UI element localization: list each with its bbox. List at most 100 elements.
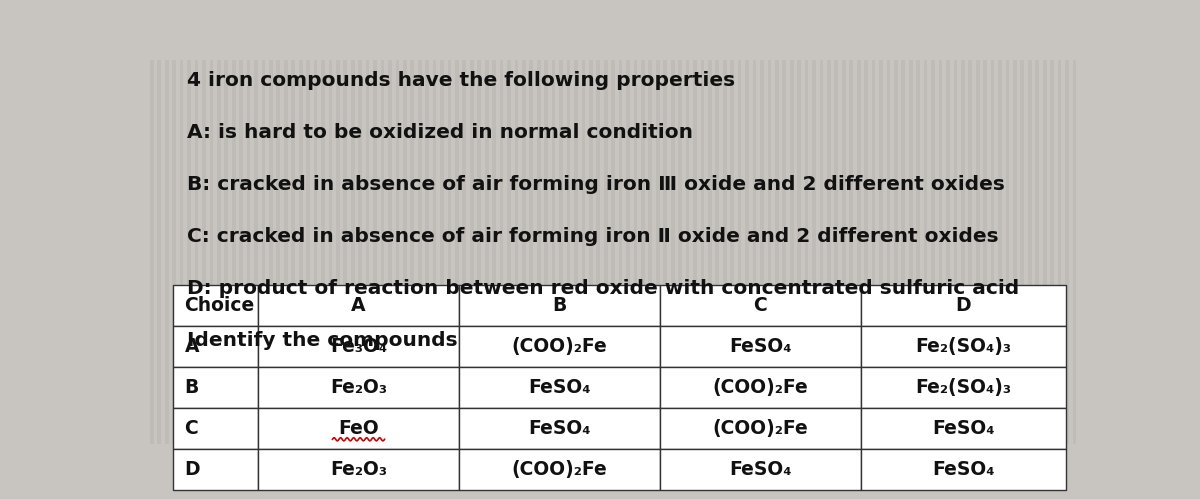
Bar: [954, 60, 958, 444]
Bar: [210, 60, 214, 444]
Bar: [660, 367, 860, 408]
Bar: [336, 60, 340, 444]
Bar: [545, 60, 548, 444]
Bar: [850, 60, 853, 444]
Bar: [448, 60, 451, 444]
Bar: [857, 60, 860, 444]
Bar: [860, 449, 1066, 490]
Bar: [626, 60, 630, 444]
Bar: [641, 60, 644, 444]
Bar: [864, 60, 868, 444]
Bar: [322, 60, 325, 444]
Bar: [458, 326, 660, 367]
Text: A: A: [185, 337, 199, 356]
Bar: [752, 60, 756, 444]
Text: FeO: FeO: [338, 419, 379, 438]
Bar: [991, 60, 995, 444]
Bar: [917, 60, 920, 444]
Bar: [359, 60, 362, 444]
Text: C: C: [754, 296, 767, 315]
Bar: [343, 60, 347, 444]
Text: Fe₂O₃: Fe₂O₃: [330, 460, 388, 479]
Bar: [232, 60, 235, 444]
Bar: [373, 60, 377, 444]
Bar: [292, 60, 295, 444]
Bar: [180, 60, 184, 444]
Bar: [678, 60, 682, 444]
Text: Choice: Choice: [185, 296, 254, 315]
Bar: [485, 60, 488, 444]
Bar: [596, 60, 600, 444]
Bar: [880, 60, 883, 444]
Bar: [284, 60, 288, 444]
Bar: [552, 60, 556, 444]
Bar: [458, 408, 660, 449]
Bar: [860, 326, 1066, 367]
Bar: [715, 60, 719, 444]
Bar: [860, 408, 1066, 449]
Bar: [269, 60, 272, 444]
Bar: [492, 60, 496, 444]
Bar: [458, 449, 660, 490]
Text: Fe₃O₄: Fe₃O₄: [330, 337, 388, 356]
Text: FeSO₄: FeSO₄: [528, 378, 590, 397]
Bar: [1050, 60, 1054, 444]
Bar: [738, 60, 742, 444]
Bar: [559, 60, 563, 444]
Bar: [455, 60, 458, 444]
Bar: [164, 60, 168, 444]
Bar: [634, 60, 637, 444]
Bar: [262, 60, 265, 444]
Bar: [708, 60, 712, 444]
Text: A: is hard to be oxidized in normal condition: A: is hard to be oxidized in normal cond…: [187, 123, 694, 142]
Bar: [258, 326, 458, 367]
Bar: [946, 60, 950, 444]
Bar: [187, 60, 191, 444]
Bar: [366, 60, 370, 444]
Bar: [254, 60, 258, 444]
Bar: [887, 60, 890, 444]
Text: Fe₂O₃: Fe₂O₃: [330, 378, 388, 397]
Bar: [660, 408, 860, 449]
Bar: [805, 60, 809, 444]
Bar: [536, 60, 541, 444]
Bar: [790, 60, 793, 444]
Bar: [961, 60, 965, 444]
Bar: [388, 60, 392, 444]
Bar: [380, 60, 384, 444]
Bar: [157, 60, 161, 444]
Bar: [998, 60, 1002, 444]
Bar: [648, 60, 653, 444]
Bar: [173, 326, 258, 367]
Text: D: product of reaction between red oxide with concentrated sulfuric acid: D: product of reaction between red oxide…: [187, 279, 1020, 298]
Bar: [1028, 60, 1032, 444]
Bar: [871, 60, 876, 444]
Text: (COO)₂Fe: (COO)₂Fe: [713, 378, 808, 397]
Bar: [173, 284, 258, 326]
Bar: [470, 60, 474, 444]
Text: FeSO₄: FeSO₄: [932, 460, 995, 479]
Bar: [660, 284, 860, 326]
Bar: [150, 60, 154, 444]
Text: 4 iron compounds have the following properties: 4 iron compounds have the following prop…: [187, 71, 736, 90]
Bar: [173, 408, 258, 449]
Bar: [522, 60, 526, 444]
Text: (COO)₂Fe: (COO)₂Fe: [511, 460, 607, 479]
Bar: [173, 367, 258, 408]
Bar: [217, 60, 221, 444]
Bar: [589, 60, 593, 444]
Bar: [258, 284, 458, 326]
Bar: [797, 60, 802, 444]
Text: Fe₂(SO₄)₃: Fe₂(SO₄)₃: [916, 378, 1012, 397]
Text: FeSO₄: FeSO₄: [730, 460, 792, 479]
Text: A: A: [352, 296, 366, 315]
Text: (COO)₂Fe: (COO)₂Fe: [511, 337, 607, 356]
Bar: [820, 60, 823, 444]
Bar: [908, 60, 913, 444]
Bar: [768, 60, 772, 444]
Bar: [403, 60, 407, 444]
Text: D: D: [185, 460, 200, 479]
Bar: [247, 60, 251, 444]
Text: C: cracked in absence of air forming iron Ⅱ oxide and 2 different oxides: C: cracked in absence of air forming iro…: [187, 227, 998, 246]
Bar: [258, 408, 458, 449]
